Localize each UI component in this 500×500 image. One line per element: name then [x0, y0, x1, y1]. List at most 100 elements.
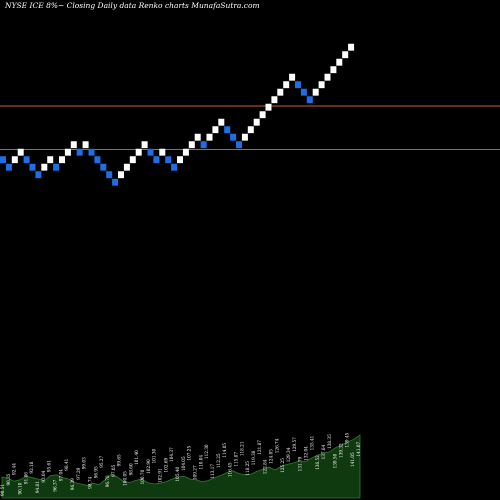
price-label-12: 96.39 — [70, 478, 75, 490]
price-label-48: 125.25 — [280, 458, 285, 473]
brick-0 — [0, 156, 6, 164]
brick-8 — [47, 156, 54, 164]
price-label-3: 90.10 — [18, 482, 23, 494]
price-label-52: 132.04 — [303, 446, 308, 461]
brick-21 — [123, 163, 130, 171]
brick-16 — [94, 156, 101, 164]
price-label-27: 102.91 — [158, 468, 163, 483]
price-label-41: 118.21 — [239, 441, 244, 456]
brick-13 — [76, 148, 83, 156]
brick-6 — [35, 171, 42, 179]
brick-45 — [265, 103, 272, 111]
price-label-10: 97.04 — [58, 469, 63, 481]
price-label-36: 113.17 — [210, 464, 215, 479]
price-label-16: 96.95 — [93, 466, 98, 478]
price-label-25: 102.90 — [146, 459, 151, 474]
price-label-58: 139.32 — [338, 443, 343, 458]
brick-30 — [177, 156, 183, 164]
price-label-32: 107.25 — [187, 446, 192, 461]
volume-area — [1, 434, 361, 499]
price-label-53: 135.41 — [309, 435, 314, 450]
brick-33 — [194, 133, 201, 141]
brick-39 — [230, 133, 237, 141]
volume-area-path — [1, 434, 361, 499]
brick-37 — [218, 118, 225, 126]
price-label-13: 97.29 — [76, 467, 81, 479]
brick-34 — [200, 141, 207, 149]
brick-11 — [64, 148, 71, 156]
price-label-24: 100.70 — [140, 469, 145, 484]
price-label-31: 104.05 — [181, 456, 186, 471]
brick-19 — [112, 178, 119, 186]
brick-43 — [253, 118, 260, 126]
brick-29 — [171, 163, 178, 171]
price-label-37: 112.25 — [216, 453, 221, 468]
price-label-1: 90.35 — [6, 473, 11, 485]
brick-42 — [247, 126, 254, 134]
brick-32 — [188, 141, 195, 149]
brick-27 — [159, 148, 166, 156]
brick-4 — [23, 156, 30, 164]
brick-2 — [11, 156, 18, 164]
price-label-60: 141.05 — [350, 452, 355, 467]
brick-53 — [312, 88, 319, 96]
brick-28 — [165, 156, 172, 164]
brick-23 — [135, 148, 142, 156]
brick-1 — [5, 163, 12, 171]
price-label-34: 110.04 — [198, 455, 203, 470]
price-label-21: 100.05 — [123, 471, 128, 486]
price-label-7: 93.04 — [41, 470, 46, 482]
brick-15 — [88, 148, 95, 156]
price-label-23: 101.40 — [134, 450, 139, 465]
price-label-45: 122.84 — [263, 459, 268, 474]
price-label-42: 118.25 — [245, 461, 250, 476]
price-label-2: 92.44 — [12, 463, 17, 475]
brick-5 — [29, 163, 36, 171]
brick-50 — [295, 81, 301, 89]
price-label-14: 99.03 — [82, 457, 87, 469]
brick-25 — [147, 148, 154, 156]
brick-31 — [182, 148, 189, 156]
price-label-56: 138.35 — [327, 434, 332, 449]
price-label-57: 139.50 — [333, 453, 338, 468]
brick-24 — [141, 141, 148, 149]
price-label-35: 112.30 — [204, 444, 209, 459]
brick-58 — [342, 51, 349, 59]
chart-header: NYSE ICE 8%~ Closing Daily data Renko ch… — [4, 1, 260, 10]
price-label-5: 92.18 — [29, 461, 34, 473]
brick-22 — [129, 156, 136, 164]
brick-10 — [59, 156, 65, 164]
price-label-26: 101.30 — [152, 448, 157, 463]
price-label-17: 95.27 — [99, 455, 104, 467]
price-label-0: 90.51 — [0, 484, 5, 496]
price-label-4: 91.86 — [23, 472, 28, 484]
price-label-51: 131.79 — [298, 456, 303, 471]
price-label-8: 95.61 — [47, 460, 52, 472]
brick-44 — [259, 111, 266, 119]
price-label-15: 98.74 — [88, 476, 93, 488]
price-label-19: 97.05 — [111, 464, 116, 476]
brick-52 — [306, 96, 313, 104]
price-label-20: 99.65 — [117, 454, 122, 466]
brick-14 — [82, 141, 89, 149]
price-label-40: 115.87 — [233, 452, 238, 467]
brick-26 — [153, 156, 160, 164]
price-label-9: 96.37 — [53, 479, 58, 491]
brick-17 — [100, 163, 107, 171]
brick-38 — [224, 126, 231, 134]
price-label-11: 98.41 — [64, 458, 69, 470]
brick-20 — [118, 171, 124, 179]
price-label-28: 102.69 — [163, 457, 168, 472]
price-label-39: 116.45 — [228, 462, 233, 477]
brick-56 — [330, 66, 337, 74]
price-label-18: 96.78 — [105, 475, 110, 487]
brick-12 — [70, 141, 77, 149]
brick-51 — [300, 88, 307, 96]
renko-bricks — [0, 43, 355, 186]
brick-36 — [212, 126, 219, 134]
price-label-33: 109.27 — [193, 465, 198, 480]
brick-7 — [41, 163, 48, 171]
brick-41 — [241, 133, 248, 141]
